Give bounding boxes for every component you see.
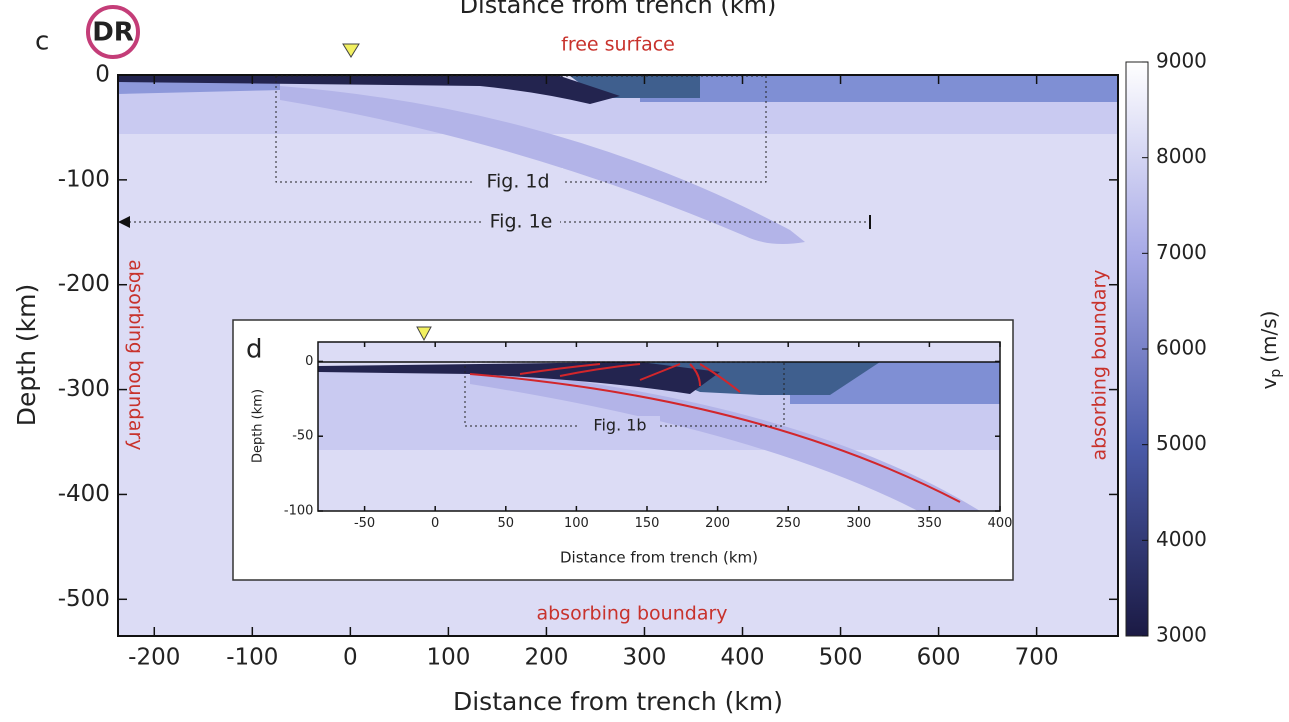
x-tick-label: 250	[776, 516, 801, 531]
label-bg	[473, 168, 563, 194]
y-tick-label: -500	[58, 586, 110, 612]
y-tick-label: -100	[58, 166, 110, 192]
annotation: free surface	[561, 34, 675, 56]
annotation: absorbing boundary	[125, 259, 147, 450]
x-tick-label: 350	[917, 516, 942, 531]
x-tick-label: 600	[917, 644, 961, 670]
colorbar-tick-label: 3000	[1156, 623, 1207, 647]
x-tick-label: -200	[128, 644, 180, 670]
x-tick-label: 200	[705, 516, 730, 531]
panel-letter: c	[35, 27, 49, 57]
y-tick-label: 0	[305, 354, 313, 369]
y-tick-label: -200	[58, 271, 110, 297]
colorbar-tick-label: 8000	[1156, 144, 1207, 168]
label-bg	[482, 208, 560, 234]
x-tick-label: 0	[431, 516, 439, 531]
x-tick-label: -100	[226, 644, 278, 670]
x-tick-label: 50	[498, 516, 515, 531]
colorbar-tick-label: 7000	[1156, 240, 1207, 264]
x-tick-label: 500	[819, 644, 863, 670]
label-bg	[580, 416, 660, 436]
colorbar-tick-label: 4000	[1156, 527, 1207, 551]
x-tick-label: 300	[623, 644, 667, 670]
y-axis-title: Depth (km)	[12, 284, 41, 426]
y-tick-label: -100	[284, 504, 314, 519]
y-tick-label: -400	[58, 481, 110, 507]
badge-text: DR	[92, 18, 134, 48]
y-tick-label: 0	[95, 62, 110, 88]
colorbar-symbol: v	[1257, 377, 1281, 389]
panel-letter: d	[246, 335, 263, 365]
colorbar-unit: (m/s)	[1257, 311, 1281, 363]
x-tick-label: -50	[354, 516, 375, 531]
y-tick-label: -50	[292, 429, 313, 444]
x-axis-title: Distance from trench (km)	[453, 687, 783, 716]
x-axis-title: Distance from trench (km)	[560, 549, 758, 567]
annotation: absorbing boundary	[536, 603, 727, 625]
annotation: Fig. 1b	[593, 416, 646, 435]
x-tick-label: 700	[1015, 644, 1059, 670]
top-axis-title: Distance from trench (km)	[460, 0, 777, 19]
x-tick-label: 400	[988, 516, 1013, 531]
x-tick-label: 400	[721, 644, 765, 670]
x-tick-label: 0	[343, 644, 358, 670]
x-tick-label: 300	[846, 516, 871, 531]
badge	[86, 5, 140, 59]
x-tick-label: 150	[635, 516, 660, 531]
annotation: Fig. 1e	[490, 211, 553, 233]
x-tick-label: 100	[564, 516, 589, 531]
colorbar-subscript: p	[1268, 369, 1284, 378]
colorbar-tick-label: 6000	[1156, 336, 1207, 360]
annotation: absorbing boundary	[1089, 269, 1111, 460]
y-tick-label: -300	[58, 376, 110, 402]
x-tick-label: 200	[524, 644, 568, 670]
x-tick-label: 100	[426, 644, 470, 670]
colorbar-label: vp (m/s)	[1257, 311, 1285, 390]
annotation: Fig. 1d	[486, 171, 549, 193]
colorbar-tick-label: 5000	[1156, 431, 1207, 455]
y-axis-title: Depth (km)	[251, 389, 266, 463]
colorbar-tick-label: 9000	[1156, 49, 1207, 73]
